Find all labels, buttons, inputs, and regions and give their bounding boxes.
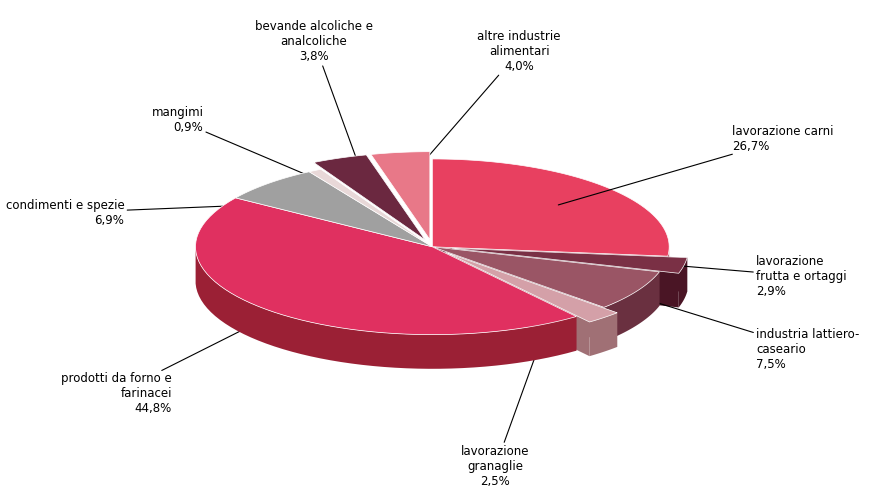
Polygon shape — [432, 247, 576, 351]
Text: lavorazione
frutta e ortaggi
2,9%: lavorazione frutta e ortaggi 2,9% — [617, 254, 847, 298]
Polygon shape — [196, 249, 576, 369]
Polygon shape — [313, 155, 425, 240]
Polygon shape — [432, 159, 669, 256]
Text: lavorazione carni
26,7%: lavorazione carni 26,7% — [558, 125, 834, 205]
Polygon shape — [604, 272, 659, 342]
Text: altre industrie
alimentari
4,0%: altre industrie alimentari 4,0% — [411, 30, 561, 177]
Polygon shape — [432, 247, 604, 342]
Polygon shape — [452, 248, 688, 292]
Polygon shape — [452, 248, 688, 273]
Polygon shape — [371, 152, 430, 240]
Text: condimenti e spezie
6,9%: condimenti e spezie 6,9% — [5, 198, 315, 227]
Polygon shape — [668, 248, 669, 290]
Polygon shape — [236, 172, 432, 247]
Polygon shape — [309, 169, 432, 247]
Text: prodotti da forno e
farinacei
44,8%: prodotti da forno e farinacei 44,8% — [61, 293, 316, 415]
Polygon shape — [589, 313, 617, 356]
Text: industria lattiero-
caseario
7,5%: industria lattiero- caseario 7,5% — [579, 278, 859, 371]
Polygon shape — [446, 252, 617, 347]
Text: lavorazione
granaglie
2,5%: lavorazione granaglie 2,5% — [462, 301, 555, 488]
Text: bevande alcoliche e
analcoliche
3,8%: bevande alcoliche e analcoliche 3,8% — [255, 20, 373, 180]
Polygon shape — [432, 247, 659, 306]
Polygon shape — [446, 252, 589, 356]
Polygon shape — [452, 248, 679, 308]
Polygon shape — [446, 252, 617, 322]
Polygon shape — [196, 198, 576, 335]
Polygon shape — [679, 257, 688, 308]
Text: mangimi
0,9%: mangimi 0,9% — [152, 106, 347, 192]
Polygon shape — [432, 247, 659, 308]
Polygon shape — [432, 247, 668, 290]
